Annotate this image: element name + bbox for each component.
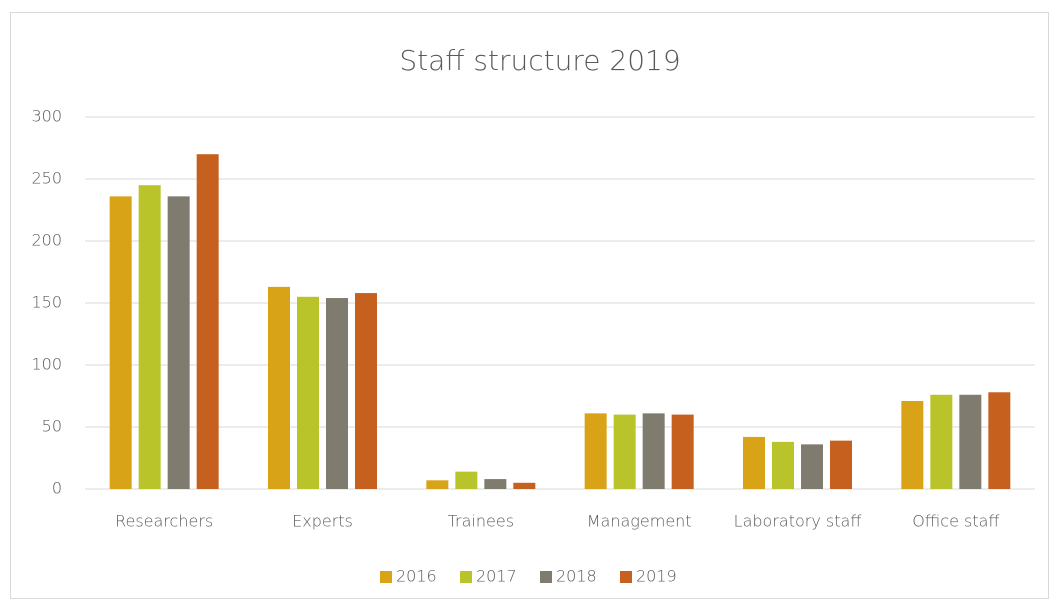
- bar: [584, 413, 607, 489]
- bar: [642, 413, 665, 489]
- bar: [801, 444, 823, 489]
- y-tick-label: 200: [31, 231, 62, 250]
- legend-label: 2017: [476, 567, 517, 586]
- x-tick-label: Laboratory staff: [734, 512, 862, 531]
- y-tick-label: 100: [31, 355, 62, 374]
- bar: [901, 400, 924, 489]
- bar: [671, 414, 694, 489]
- x-tick-label: Office staff: [912, 512, 999, 531]
- x-tick-label: Trainees: [448, 512, 514, 531]
- bar: [613, 414, 636, 489]
- bar: [196, 154, 219, 489]
- legend-label: 2019: [636, 567, 677, 586]
- legend-swatch: [540, 571, 552, 583]
- y-tick-label: 250: [31, 169, 62, 188]
- bar: [772, 441, 794, 489]
- bar: [268, 286, 290, 489]
- legend-swatch: [620, 571, 632, 583]
- x-tick-label: Experts: [292, 512, 353, 531]
- bar: [988, 392, 1011, 489]
- bar: [930, 394, 953, 489]
- y-tick-label: 50: [42, 417, 62, 436]
- legend-swatch: [460, 571, 472, 583]
- bar: [743, 436, 765, 489]
- bar: [167, 196, 190, 490]
- bar: [484, 479, 507, 489]
- bar: [513, 482, 536, 489]
- legend-swatch: [380, 571, 392, 583]
- chart-title: Staff structure 2019: [399, 44, 680, 77]
- x-tick-label: Management: [587, 512, 692, 531]
- bar: [326, 298, 348, 489]
- bar: [297, 296, 319, 489]
- bar: [455, 471, 478, 489]
- bar: [426, 480, 449, 489]
- legend-label: 2016: [396, 567, 437, 586]
- bar: [109, 196, 132, 490]
- legend-label: 2018: [556, 567, 597, 586]
- y-tick-label: 150: [31, 293, 62, 312]
- bar: [830, 440, 852, 489]
- y-tick-label: 0: [52, 479, 62, 498]
- y-tick-label: 300: [31, 107, 62, 126]
- bar: [355, 293, 377, 489]
- x-tick-label: Researchers: [115, 512, 213, 531]
- bar: [959, 394, 982, 489]
- bar: [138, 185, 161, 489]
